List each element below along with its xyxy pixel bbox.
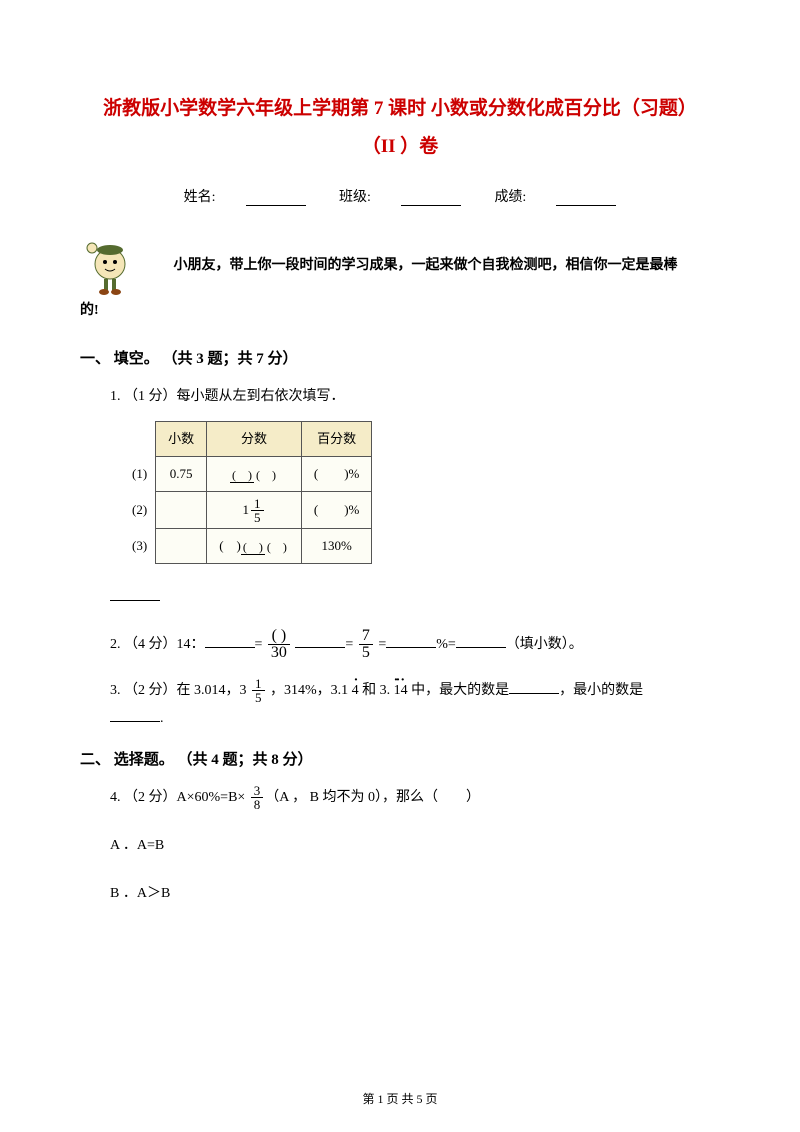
row2-label: (2) xyxy=(120,491,156,528)
row3-c3: 130% xyxy=(301,528,372,563)
q3-mid2: 和 3. xyxy=(359,683,394,698)
row1-c3[interactable]: ( )% xyxy=(301,456,372,491)
score-label: 成绩: xyxy=(494,190,526,205)
q3-frac-num: 1 xyxy=(252,677,265,691)
question-1: 1. （1 分）每小题从左到右依次填写． 小数 分数 百分数 (1) 0.75 … xyxy=(110,383,720,612)
meta-row: 姓名: 班级: 成绩: xyxy=(80,186,720,206)
q2-eq1: = xyxy=(255,637,263,652)
row2-c2: 115 xyxy=(207,491,302,528)
title-line-1: 浙教版小学数学六年级上学期第 7 课时 小数或分数化成百分比（习题） xyxy=(80,90,720,128)
row3-c1[interactable] xyxy=(156,528,207,563)
option-b[interactable]: B ．A＞B xyxy=(110,880,720,908)
q3-mid3: 中，最大的数是 xyxy=(408,683,510,698)
row3-label: (3) xyxy=(120,528,156,563)
class-blank[interactable] xyxy=(401,192,461,206)
row1-c1: 0.75 xyxy=(156,456,207,491)
q3-rep1: 4 xyxy=(352,677,359,705)
q2-blank2[interactable] xyxy=(295,636,345,648)
q2-eq2: = xyxy=(345,637,353,652)
mascot-icon xyxy=(80,236,140,296)
q2-prefix: 2. （4 分）14： xyxy=(110,637,205,652)
q2-eq3: = xyxy=(378,637,386,652)
q1-text: 1. （1 分）每小题从左到右依次填写． xyxy=(110,383,720,411)
intro-text-2: 的! xyxy=(80,296,720,327)
q2-blank3[interactable] xyxy=(386,636,436,648)
score-blank[interactable] xyxy=(556,192,616,206)
page-footer: 第 1 页 共 5 页 xyxy=(0,1090,800,1107)
row2-num: 1 xyxy=(251,497,264,511)
section-2-header: 二、 选择题。 （共 4 题；共 8 分） xyxy=(80,748,720,769)
class-label: 班级: xyxy=(339,190,371,205)
q2-frac1-num: ( ) xyxy=(268,628,290,645)
q2-blank4[interactable] xyxy=(456,636,506,648)
th-decimal: 小数 xyxy=(156,421,207,456)
name-blank[interactable] xyxy=(246,192,306,206)
q2-suffix: （填小数）。 xyxy=(506,637,583,652)
table-corner xyxy=(120,421,156,456)
option-a[interactable]: A ．A=B xyxy=(110,832,720,860)
q1-table: 小数 分数 百分数 (1) 0.75 ( )( ) ( )% (2) 115 (… xyxy=(120,421,720,564)
q4-frac-num: 3 xyxy=(251,784,264,798)
name-label: 姓名: xyxy=(184,190,216,205)
row2-whole: 1 xyxy=(243,502,250,517)
q3-rep2: 14 xyxy=(394,677,408,705)
q3-blank2[interactable] xyxy=(110,710,160,722)
intro: 小朋友，带上你一段时间的学习成果，一起来做个自我检测吧，相信你一定是最棒 的! xyxy=(80,236,720,327)
row2-den: 5 xyxy=(251,511,264,524)
q2-pct: %= xyxy=(436,637,456,652)
row2-c1[interactable] xyxy=(156,491,207,528)
row1-label: (1) xyxy=(120,456,156,491)
th-fraction: 分数 xyxy=(207,421,302,456)
intro-text-1: 小朋友，带上你一段时间的学习成果，一起来做个自我检测吧，相信你一定是最棒 xyxy=(174,258,678,273)
q3-blank1[interactable] xyxy=(509,682,559,694)
th-percent: 百分数 xyxy=(301,421,372,456)
q1-answer-blank[interactable] xyxy=(110,589,160,601)
q4-frac-den: 8 xyxy=(251,798,264,811)
row2-c3[interactable]: ( )% xyxy=(301,491,372,528)
title-line-2: （II ）卷 xyxy=(80,128,720,166)
row3-c2[interactable]: ( )( )( ) xyxy=(207,528,302,563)
q2-blank1[interactable] xyxy=(205,636,255,648)
question-3: 3. （2 分）在 3.014，3 15 ，314%，3.1 4 和 3. 14… xyxy=(110,677,720,733)
page-title: 浙教版小学数学六年级上学期第 7 课时 小数或分数化成百分比（习题） （II ）… xyxy=(80,90,720,166)
q2-frac2-num: 7 xyxy=(359,628,373,645)
q3-suffix: . xyxy=(160,711,164,726)
question-2: 2. （4 分）14： = ( )30 = 75 = %= （填小数）。 xyxy=(110,627,720,662)
section-1-header: 一、 填空。 （共 3 题；共 7 分） xyxy=(80,347,720,368)
row1-c2[interactable]: ( )( ) xyxy=(207,456,302,491)
q4-suffix: （A ， B 均不为 0），那么（ ） xyxy=(265,790,480,805)
q3-mid4: ，最小的数是 xyxy=(559,683,643,698)
q3-mid1: ，314%，3.1 xyxy=(267,683,352,698)
q4-prefix: 4. （2 分）A×60%=B× xyxy=(110,790,249,805)
q2-frac2-den: 5 xyxy=(359,645,373,661)
q3-frac-den: 5 xyxy=(252,691,265,704)
question-4: 4. （2 分）A×60%=B× 38（A ， B 均不为 0），那么（ ） xyxy=(110,784,720,812)
q3-prefix: 3. （2 分）在 3.014，3 xyxy=(110,683,250,698)
q2-frac1-den: 30 xyxy=(268,645,290,661)
